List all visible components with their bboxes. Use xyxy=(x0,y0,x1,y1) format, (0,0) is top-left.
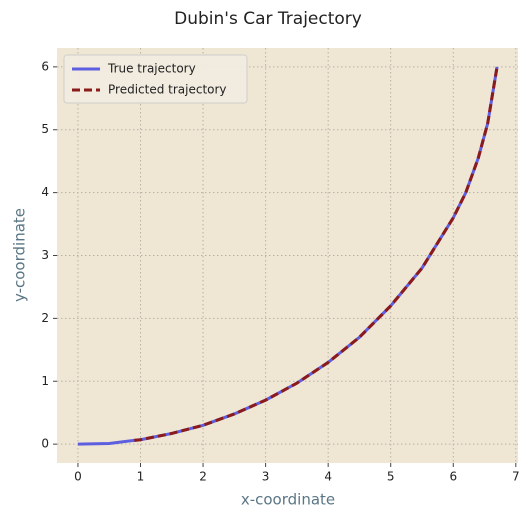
y-tick-label: 6 xyxy=(41,59,49,73)
x-tick-label: 5 xyxy=(387,470,395,484)
x-tick-label: 4 xyxy=(324,470,332,484)
y-tick-label: 0 xyxy=(41,437,49,451)
y-tick-label: 4 xyxy=(41,185,49,199)
legend-label: True trajectory xyxy=(107,62,196,76)
y-tick-label: 3 xyxy=(41,248,49,262)
x-tick-label: 2 xyxy=(199,470,207,484)
y-tick-label: 1 xyxy=(41,374,49,388)
x-tick-label: 0 xyxy=(74,470,82,484)
chart-title: Dubin's Car Trajectory xyxy=(174,9,362,29)
x-tick-label: 7 xyxy=(512,470,520,484)
x-axis-label: x-coordinate xyxy=(241,491,335,509)
y-tick-label: 5 xyxy=(41,122,49,136)
y-axis-label: y-coordinate xyxy=(11,208,29,302)
x-tick-label: 6 xyxy=(449,470,457,484)
y-tick-label: 2 xyxy=(41,311,49,325)
legend-label: Predicted trajectory xyxy=(108,83,227,97)
legend-box xyxy=(63,54,248,104)
series-line xyxy=(134,66,499,442)
x-tick-label: 1 xyxy=(137,470,145,484)
x-tick-label: 3 xyxy=(262,470,270,484)
